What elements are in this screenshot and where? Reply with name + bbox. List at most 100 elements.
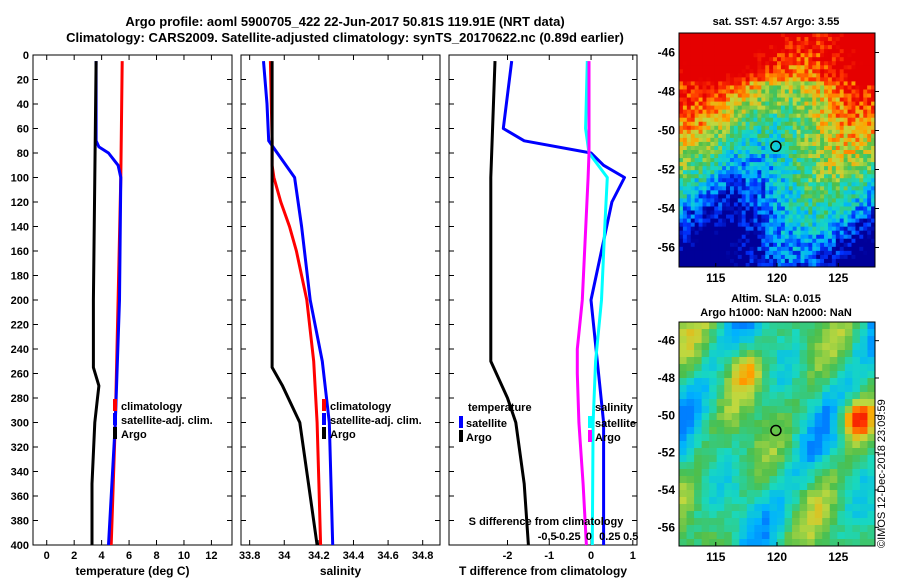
map-cell: [745, 93, 751, 99]
map-cell: [799, 392, 808, 400]
map-cell: [737, 194, 743, 199]
map-cell: [855, 262, 860, 268]
map-cell: [769, 497, 778, 505]
map-cell: [702, 178, 707, 183]
map-cell: [745, 174, 751, 179]
map-cell: [851, 170, 856, 175]
map-cell: [729, 206, 735, 212]
map-cell: [784, 469, 793, 477]
map-cell: [867, 476, 876, 484]
map-cell: [784, 434, 793, 442]
map-cell: [822, 336, 831, 344]
map-cell: [745, 238, 751, 244]
map-cell: [796, 117, 802, 123]
map-cell: [792, 182, 798, 187]
map-cell: [702, 182, 707, 187]
map-cell: [777, 198, 782, 203]
map-cell: [718, 250, 723, 256]
map-cell: [820, 150, 825, 155]
map-cell: [816, 150, 821, 155]
map-cell: [800, 222, 805, 228]
map-cell: [792, 129, 798, 135]
map-cell: [739, 518, 748, 526]
map-cell: [718, 41, 723, 46]
map-cell: [722, 125, 727, 131]
map-cell: [746, 357, 755, 365]
map-cell: [780, 174, 786, 179]
map-y-tick-label: -48: [658, 371, 676, 385]
map-cell: [718, 154, 723, 159]
map-cell: [714, 41, 719, 46]
map-cell: [847, 137, 852, 143]
map-cell: [837, 539, 846, 547]
map-cell: [726, 226, 731, 232]
map-cell: [702, 198, 707, 203]
map-cell: [765, 214, 770, 220]
map-cell: [800, 121, 805, 127]
map-cell: [698, 69, 704, 74]
map-cell: [812, 133, 817, 139]
map-cell: [808, 85, 813, 90]
map-cell: [694, 61, 700, 66]
map-cell: [679, 476, 688, 484]
map-cell: [800, 61, 805, 66]
map-cell: [739, 483, 748, 491]
map-cell: [737, 186, 743, 191]
map-cell: [765, 206, 770, 212]
map-cell: [739, 329, 748, 337]
map-cell: [780, 170, 786, 175]
map-cell: [804, 81, 809, 86]
map-cell: [863, 258, 868, 264]
map-cell: [765, 37, 770, 42]
map-cell: [702, 117, 707, 123]
map-cell: [871, 210, 876, 216]
map-cell: [843, 158, 849, 163]
map-cell: [706, 250, 711, 256]
map-cell: [839, 246, 845, 252]
map-cell: [777, 385, 786, 393]
map-cell: [753, 41, 758, 46]
map-cell: [754, 427, 763, 435]
map-cell: [824, 226, 829, 232]
map-cell: [784, 357, 793, 365]
map-cell: [859, 343, 868, 351]
map-cell: [737, 105, 743, 111]
map-cell: [831, 222, 837, 228]
map-cell: [769, 378, 778, 386]
series-line-satellite-adj-clim-: [262, 60, 335, 546]
map-cell: [827, 85, 833, 90]
map-cell: [769, 97, 774, 103]
x-tick-label: 1: [630, 550, 636, 562]
map-cell: [788, 129, 794, 135]
map-cell: [686, 441, 695, 449]
map-cell: [816, 105, 821, 111]
map-cell: [737, 158, 743, 163]
map-cell: [737, 154, 743, 159]
map-cell: [769, 154, 774, 159]
map-cell: [694, 37, 700, 42]
map-cell: [722, 73, 727, 78]
map-cell: [726, 214, 731, 220]
map-cell: [839, 166, 845, 171]
map-cell: [718, 121, 723, 127]
map-cell: [788, 238, 794, 244]
map-cell: [792, 250, 798, 256]
map-cell: [784, 230, 790, 236]
map-cell: [863, 49, 868, 54]
map-cell: [777, 378, 786, 386]
map-cell: [799, 518, 808, 526]
map-cell: [769, 350, 778, 358]
map-cell: [827, 61, 833, 66]
map-cell: [753, 145, 758, 151]
map-cell: [710, 258, 715, 264]
map-cell: [800, 69, 805, 74]
map-cell: [812, 57, 817, 62]
map-cell: [847, 33, 852, 38]
map-cell: [835, 57, 841, 62]
map-cell: [807, 427, 816, 435]
map-cell: [835, 105, 841, 111]
map-cell: [753, 242, 758, 248]
map-cell: [800, 113, 805, 119]
map-cell: [844, 511, 853, 519]
map-cell: [741, 69, 747, 74]
